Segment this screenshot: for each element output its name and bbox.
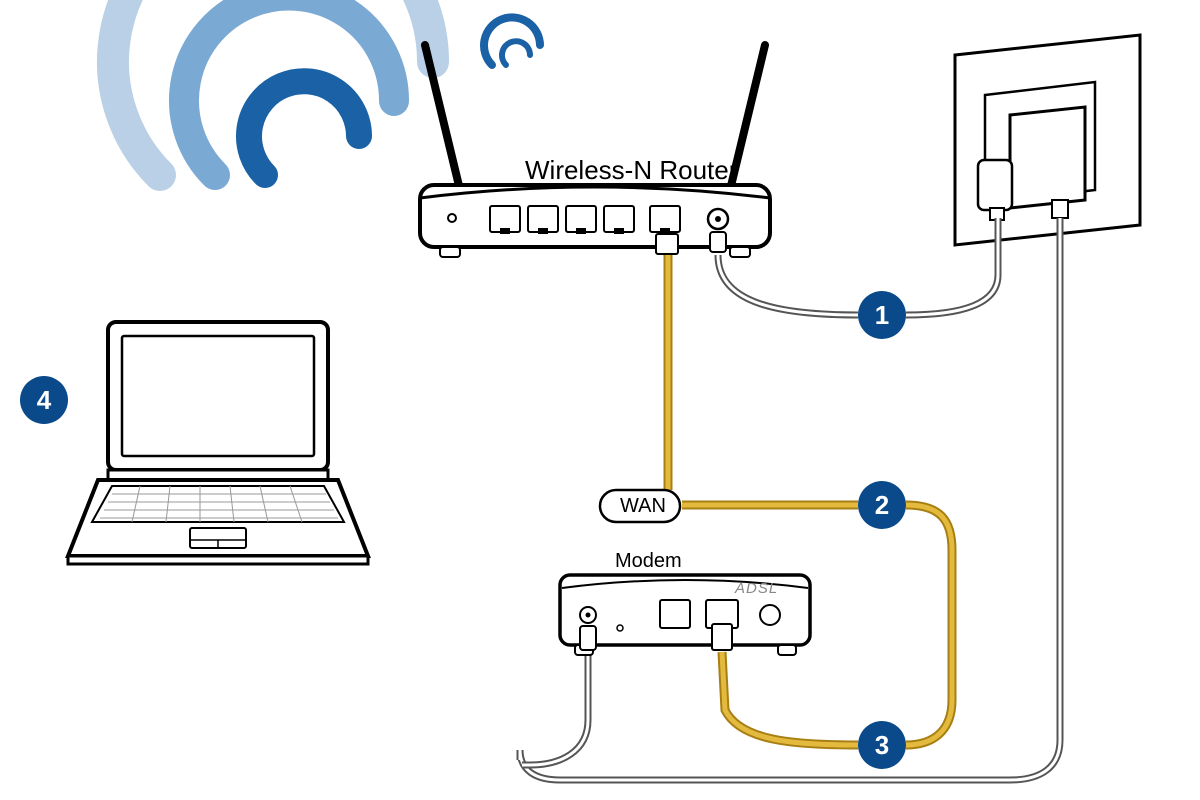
laptop-icon — [68, 322, 368, 564]
step-badge-4: 4 — [20, 376, 68, 424]
step-badge-1: 1 — [858, 291, 906, 339]
step-badge-2: 2 — [858, 481, 906, 529]
setup-diagram: Wireless-N Router WAN Modem ADSL 1 2 3 4 — [0, 0, 1200, 800]
wifi-waves-icon — [113, 0, 540, 175]
modem-label: Modem — [615, 550, 682, 573]
diagram-svg — [0, 0, 1200, 800]
router-icon — [420, 45, 770, 257]
wan-label: WAN — [620, 495, 666, 518]
step-badge-3: 3 — [858, 721, 906, 769]
router-label: Wireless-N Router — [525, 155, 737, 186]
adsl-label: ADSL — [735, 580, 778, 597]
wall-outlet-icon — [955, 35, 1140, 245]
